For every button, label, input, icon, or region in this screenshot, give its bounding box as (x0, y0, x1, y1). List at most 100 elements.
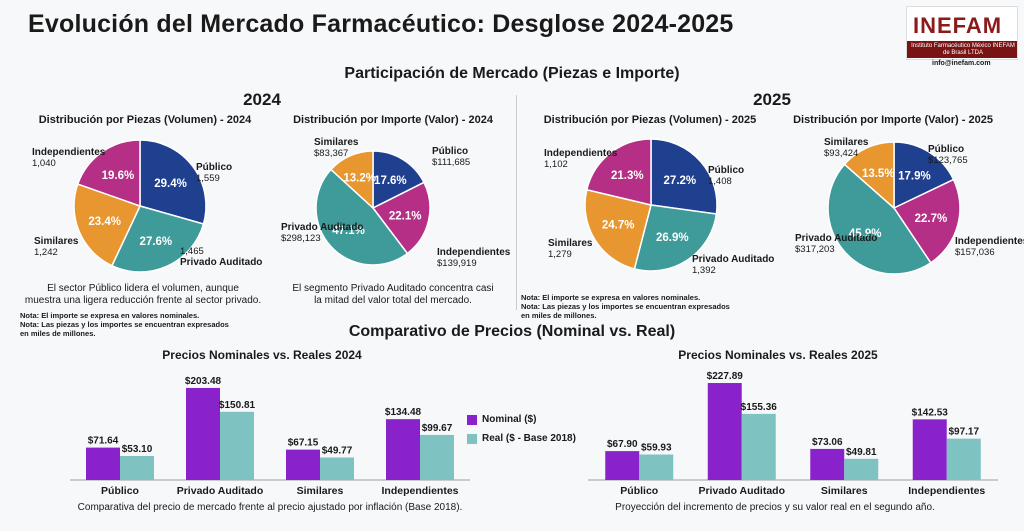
label-publico-2025-vol: Público 1,408 (708, 165, 745, 187)
pie-2024-volume: 29.4% 27.6% 23.4% 19.6% (73, 139, 207, 273)
label-privado-2025-vol: Privado Auditado 1,392 (692, 254, 775, 276)
pie-2024-volume-title: Distribución por Piezas (Volumen) - 2024 (38, 114, 252, 126)
bar-real-independientes (420, 434, 454, 480)
bar-value-label-real-privado-auditado: $155.36 (741, 402, 778, 413)
pie-2025-value: 17.9% 22.7% 45.9% 13.5% (827, 141, 961, 275)
pie-pct-label-privado-auditado: 47.1% (332, 225, 365, 237)
notes-2024: Nota: El importe se expresa en valores n… (20, 311, 229, 338)
pie-pct-label-publico: 17.6% (374, 175, 407, 187)
prices-section-title: Comparativo de Precios (Nominal vs. Real… (348, 323, 676, 340)
label-similares-2025-val: Similares $93,424 (824, 137, 869, 159)
bar-real-publico (120, 455, 154, 480)
share-section-title: Participación de Mercado (Piezas e Impor… (344, 65, 680, 82)
pie-pct-label-independientes: 19.6% (102, 170, 135, 182)
label-independientes-2025-vol: Independientes 1,102 (544, 148, 618, 170)
pie-pct-label-similares: 23.4% (88, 216, 121, 228)
pie-pct-label-privado-auditado: 26.9% (656, 232, 689, 244)
bar-real-publico (639, 454, 674, 480)
bar-nominal-independientes (386, 419, 420, 480)
pie-slice-similares (329, 150, 374, 210)
bar-value-label-nominal-privado-auditado: $227.89 (707, 371, 744, 382)
pie-2025-volume: 27.2% 26.9% 24.7% 21.3% (584, 138, 718, 272)
bar-value-label-real-independientes: $99.67 (422, 423, 453, 434)
pie-slice-independientes (76, 139, 141, 208)
bar-value-label-real-publico: $59.93 (641, 442, 672, 453)
bar-2024-title: Precios Nominales vs. Reales 2024 (162, 348, 362, 362)
pie-pct-label-publico: 29.4% (154, 178, 187, 190)
logo-subtitle: Instituto Farmacéutico México INEFAM de … (911, 43, 1015, 56)
bar-nominal-similares (810, 448, 845, 480)
legend-nominal: Nominal ($) (467, 414, 536, 425)
pie-slice-similares (73, 183, 142, 267)
pie-pct-label-similares: 13.2% (343, 173, 376, 185)
bar-2024-caption: Comparativa del precio de mercado frente… (77, 502, 463, 513)
label-independientes-2025-val: Independientes $157,036 (955, 236, 1024, 258)
pie-pct-label-independientes: 21.3% (611, 170, 644, 182)
pie-slice-similares (843, 141, 895, 210)
label-privado-2024-vol: 1,465 Privado Auditado (180, 246, 263, 268)
pie-slice-privado-auditado (633, 204, 718, 272)
bar-value-label-real-publico: $53.10 (122, 444, 153, 455)
contact-email: info@inefam.com (932, 60, 991, 67)
pie-slice-publico (893, 141, 955, 210)
legend-nominal-swatch (467, 414, 477, 425)
bar-nominal-publico (86, 447, 120, 480)
category-label-similares: Similares (297, 485, 344, 497)
logo-wordmark: INEFAM (913, 13, 1003, 38)
category-label-independientes: Independientes (908, 485, 985, 497)
pie-pct-label-privado-auditado: 27.6% (140, 236, 173, 248)
pie-slice-independientes (585, 138, 652, 206)
bar-value-label-nominal-publico: $71.64 (88, 436, 119, 447)
bar-real-similares (844, 458, 879, 480)
bar-value-label-real-similares: $49.77 (322, 445, 353, 456)
pie-2025-volume-title: Distribución por Piezas (Volumen) - 2025 (543, 114, 757, 126)
pie-pct-label-independientes: 22.7% (915, 213, 948, 225)
pie-slice-publico (372, 150, 425, 210)
legend-real-swatch (467, 433, 477, 444)
pie-2024-volume-caption: El sector Público lidera el volumen, aun… (24, 283, 262, 306)
pie-slice-independientes (371, 181, 431, 255)
bar-value-label-nominal-privado-auditado: $203.48 (185, 376, 222, 387)
label-publico-2024-vol: Público 1,559 (196, 162, 233, 184)
pie-pct-label-privado-auditado: 45.9% (849, 228, 882, 240)
bar-chart-2024: $71.64$53.10 Público $203.48 $150.81 Privado… (70, 376, 470, 497)
bar-nominal-privado-auditado (707, 383, 742, 480)
bar-real-privado-auditado (741, 413, 776, 480)
bar-value-label-real-similares: $49.81 (846, 447, 877, 458)
pie-pct-label-publico: 17.9% (898, 171, 931, 183)
label-privado-2024-val: Privado Auditado $298,123 (281, 222, 364, 244)
pie-2024-value: 17.6% 22.1% 47.1% 13.2% (315, 150, 431, 266)
bar-value-label-real-independientes: $97.17 (948, 427, 979, 438)
pie-pct-label-similares: 13.5% (862, 168, 895, 180)
page-title: Evolución del Mercado Farmacéutico: Desg… (28, 10, 734, 38)
year-divider (516, 95, 517, 310)
pie-2024-value-caption: El segmento Privado Auditado concentra c… (292, 283, 494, 306)
category-label-independientes: Independientes (381, 485, 458, 497)
pie-slice-privado-auditado (827, 163, 932, 275)
label-similares-2025-vol: Similares 1,279 (548, 238, 593, 260)
pie-slice-privado-auditado (315, 168, 409, 266)
bar-value-label-nominal-independientes: $134.48 (385, 407, 422, 418)
legend-real: Real ($ - Base 2018) (467, 433, 576, 444)
bar-2025-title: Precios Nominales vs. Reales 2025 (678, 348, 878, 362)
bar-real-privado-auditado (220, 411, 254, 480)
pie-slice-independientes (892, 178, 961, 264)
category-label-publico: Público (101, 485, 139, 497)
pie-pct-label-publico: 27.2% (664, 175, 697, 187)
pie-slice-publico (139, 139, 207, 225)
label-publico-2024-val: Público $111,685 (432, 146, 471, 168)
inefam-logo: INEFAM Instituto Farmacéutico México INE… (906, 6, 1018, 60)
bar-nominal-similares (286, 449, 320, 480)
bar-value-label-nominal-similares: $67.15 (288, 438, 319, 449)
pie-slice-privado-auditado (110, 205, 205, 273)
bar-real-similares (320, 457, 354, 480)
category-label-privado-auditado: Privado Auditado (698, 485, 785, 497)
bar-value-label-nominal-independientes: $142.53 (912, 407, 949, 418)
label-independientes-2024-vol: Independientes 1,040 (32, 147, 106, 169)
label-independientes-2024-val: Independientes $139,919 (437, 247, 511, 269)
label-similares-2024-vol: Similares 1,242 (34, 236, 79, 258)
bar-nominal-publico (605, 451, 640, 480)
bar-nominal-privado-auditado (186, 387, 220, 480)
